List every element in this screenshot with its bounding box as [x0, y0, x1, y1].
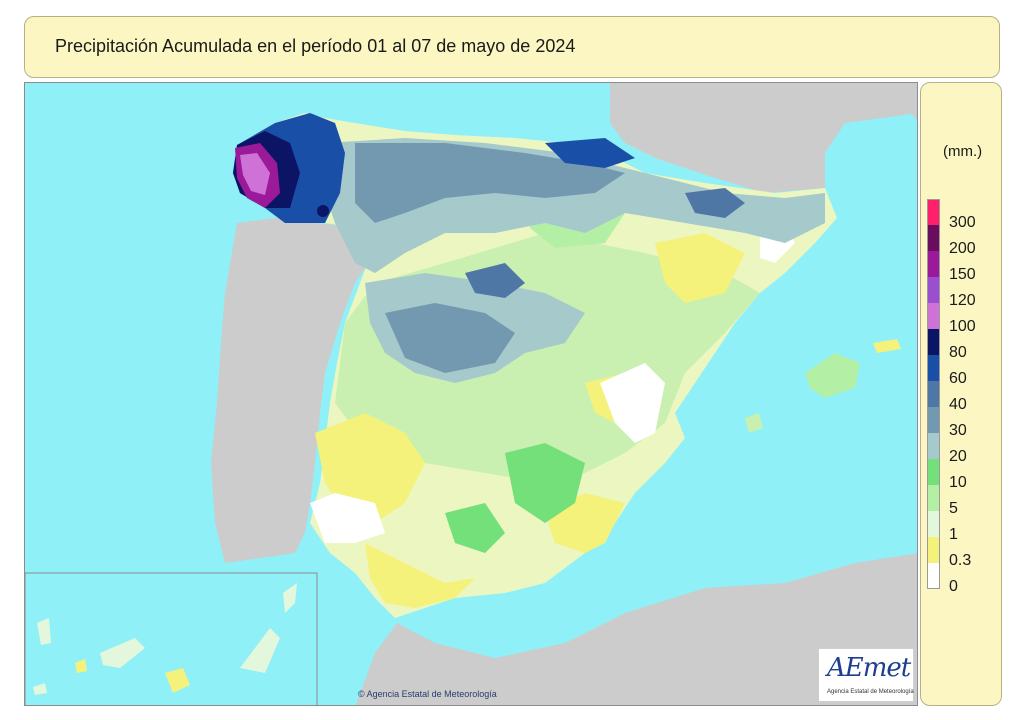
legend-swatch: [927, 355, 940, 381]
logo-text: AEmet: [827, 653, 911, 683]
legend-label: 30: [949, 422, 967, 439]
legend-label: 1: [949, 526, 958, 543]
map-credit: © Agencia Estatal de Meteorología: [358, 689, 497, 699]
africa-landmass: [355, 553, 917, 705]
map-canvas: [25, 83, 917, 705]
legend-unit: (mm.): [943, 143, 983, 160]
legend-label: 200: [949, 240, 976, 257]
legend-swatch: [927, 407, 940, 433]
legend-swatch: [927, 225, 940, 251]
legend-swatch: [927, 433, 940, 459]
map-title: Precipitación Acumulada en el período 01…: [55, 36, 576, 56]
legend-swatch: [927, 277, 940, 303]
legend-label: 60: [949, 370, 967, 387]
legend-label: 20: [949, 448, 967, 465]
map-title-panel: Precipitación Acumulada en el período 01…: [24, 16, 1000, 78]
canary-el-hierro: [33, 683, 47, 695]
france-landmass: [610, 83, 917, 193]
aemet-logo: AEmet Agencia Estatal de Meteorología: [818, 648, 914, 702]
legend-swatch: [927, 459, 940, 485]
canary-lanzarote: [283, 583, 297, 613]
legend-label: 300: [949, 214, 976, 231]
legend-swatch: [927, 303, 940, 329]
portugal-landmass: [211, 218, 375, 563]
logo-subtitle: Agencia Estatal de Meteorología: [827, 689, 914, 695]
canary-la-palma: [37, 618, 51, 645]
legend-label: 120: [949, 292, 976, 309]
canary-la-gomera: [75, 659, 87, 673]
legend-swatch: [927, 329, 940, 355]
mallorca: [805, 353, 860, 398]
legend-panel: (mm.) 300 200 150 120 100 80 60 40 30 20…: [920, 82, 1002, 706]
ibiza: [745, 413, 763, 433]
legend-label: 80: [949, 344, 967, 361]
legend-label: 10: [949, 474, 967, 491]
legend-swatch: [927, 537, 940, 563]
corsica-landmass: [909, 83, 917, 121]
legend-label: 100: [949, 318, 976, 335]
canary-fuerteventura: [240, 628, 280, 673]
legend-label: 150: [949, 266, 976, 283]
canary-tenerife: [100, 638, 145, 668]
precipitation-map: [24, 82, 918, 706]
legend-swatch: [927, 563, 940, 589]
legend-swatch: [927, 511, 940, 537]
legend-label: 5: [949, 500, 958, 517]
legend-label: 0.3: [949, 552, 972, 569]
canary-gran-canaria: [165, 668, 190, 693]
legend-swatch: [927, 485, 940, 511]
legend-swatch: [927, 381, 940, 407]
legend-swatch: [927, 199, 940, 225]
legend-label: 40: [949, 396, 967, 413]
legend-swatch: [927, 251, 940, 277]
legend-label: 0: [949, 578, 958, 595]
menorca: [873, 339, 901, 353]
